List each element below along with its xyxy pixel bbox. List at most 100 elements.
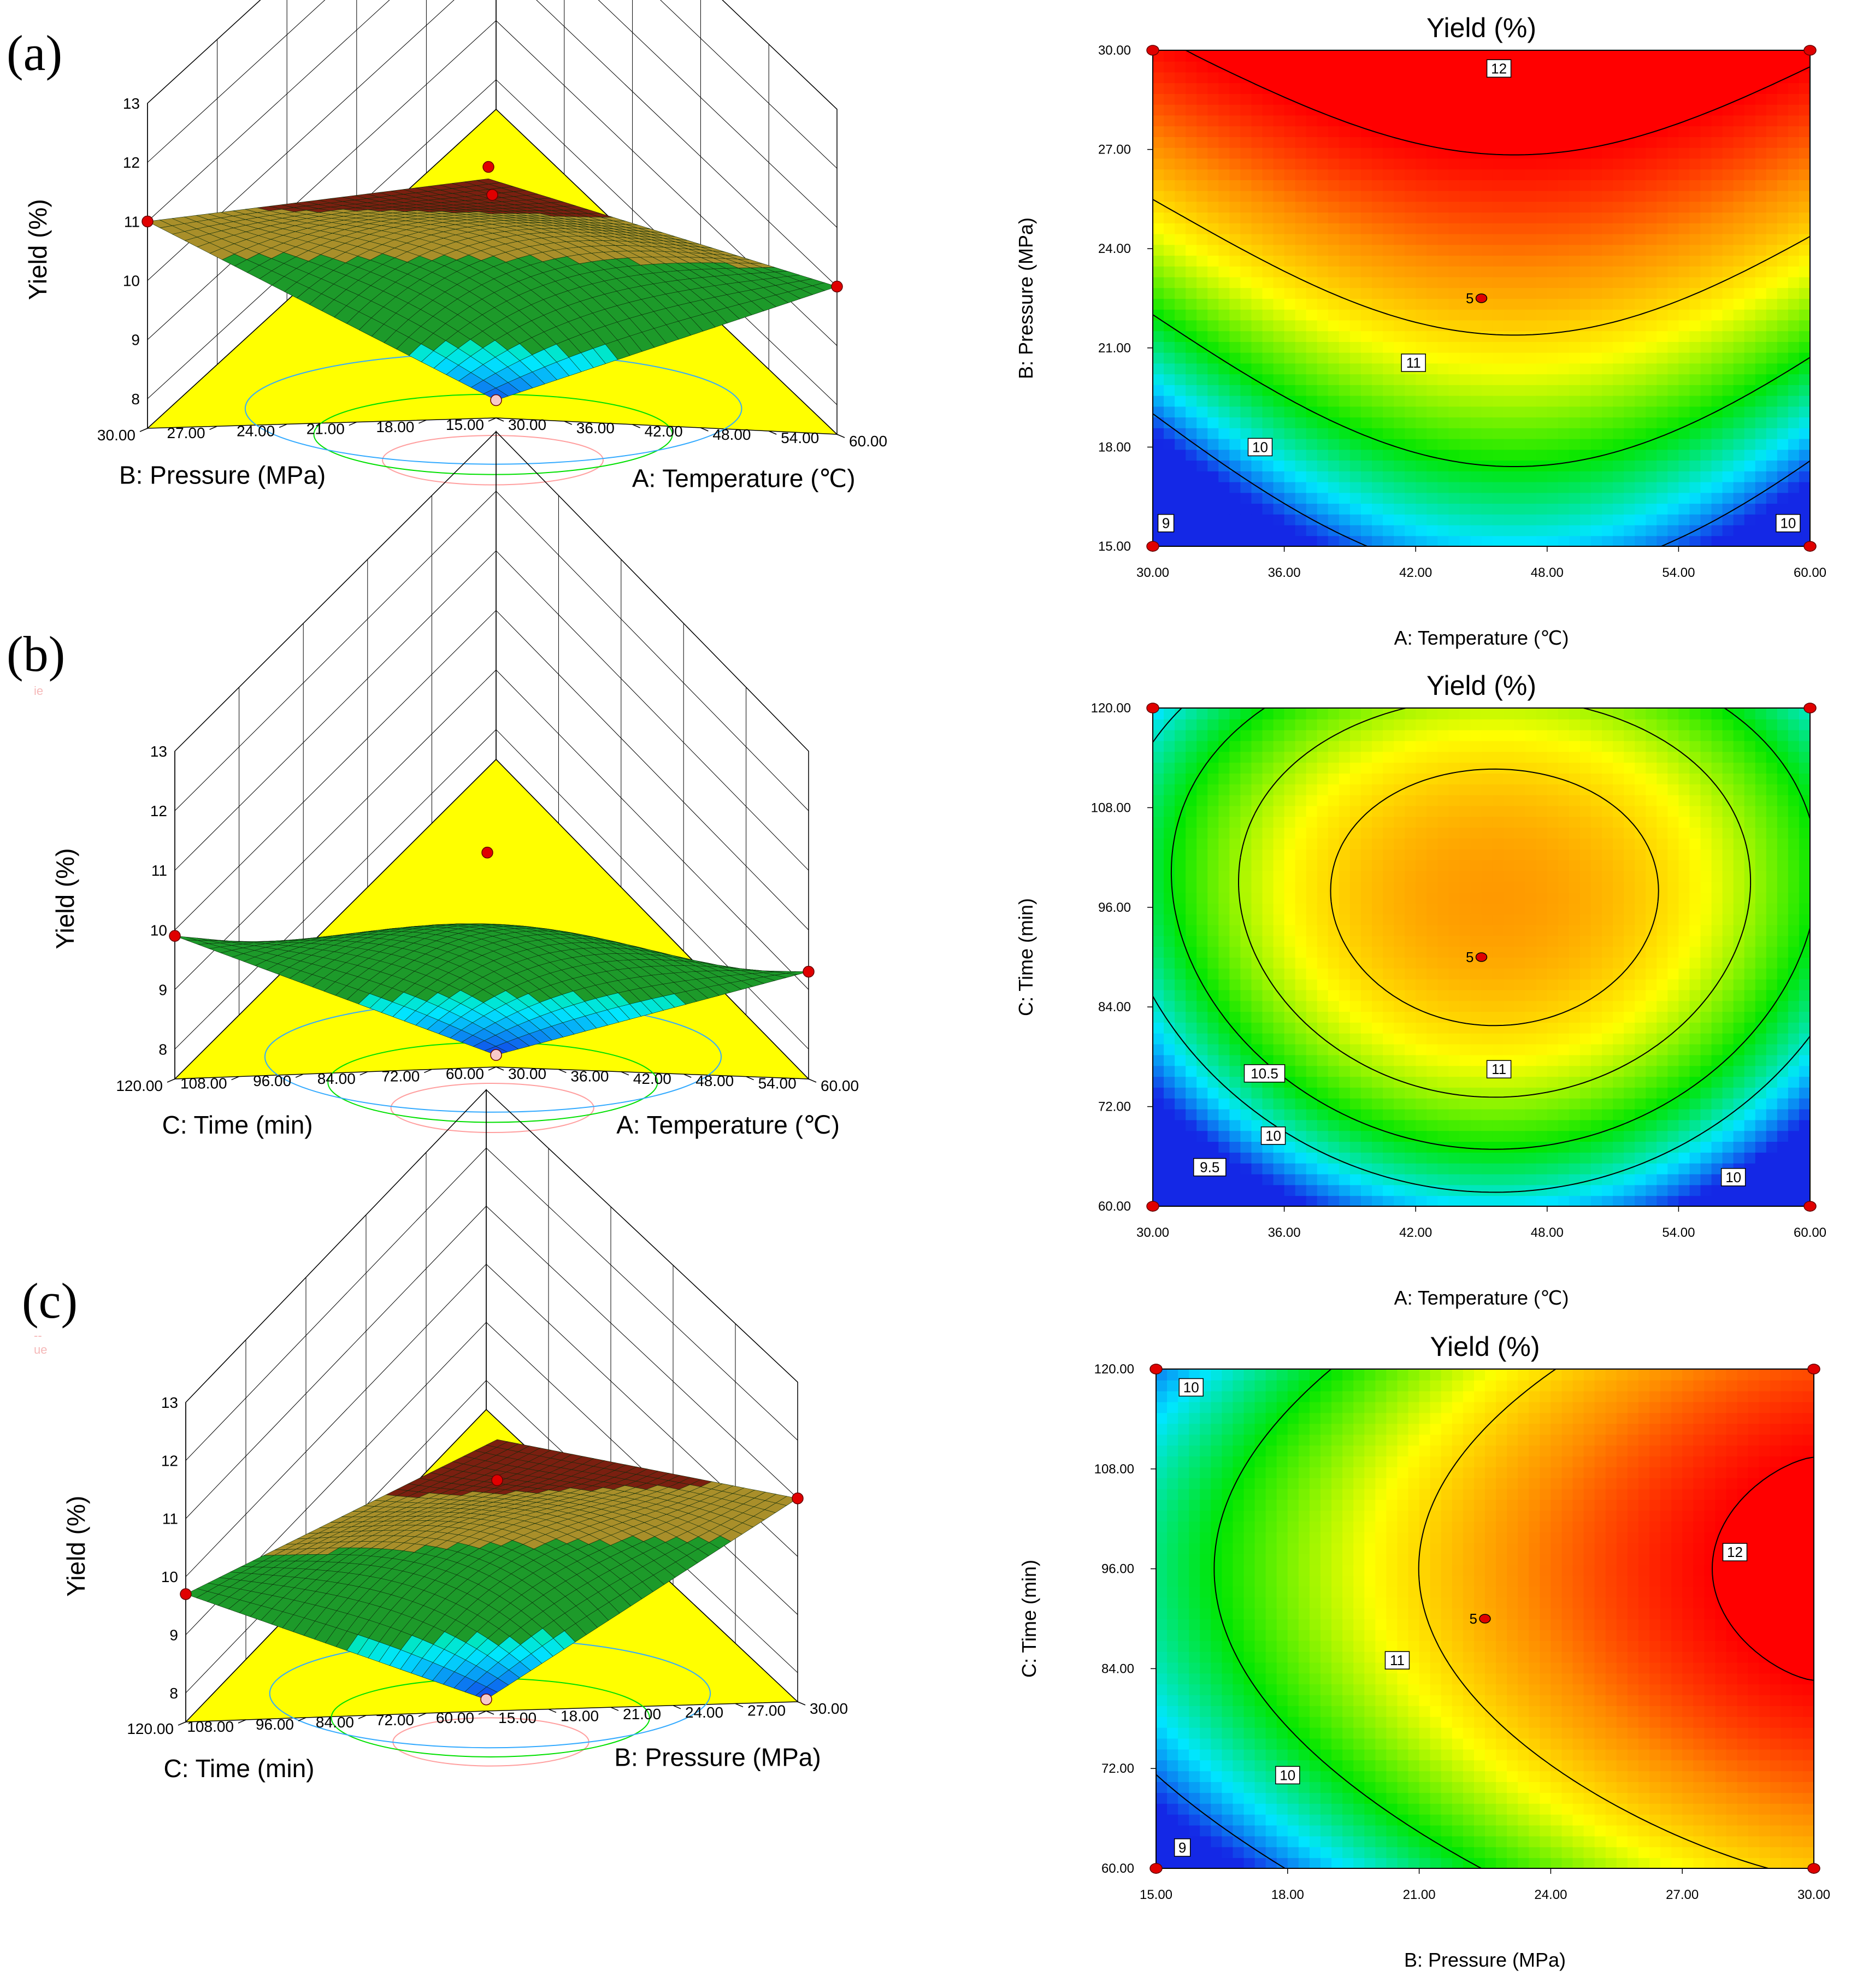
heatmap-cell xyxy=(1602,287,1614,299)
heatmap-cell xyxy=(1678,255,1690,267)
heatmap-cell xyxy=(1229,492,1241,504)
heatmap-cell xyxy=(1755,352,1767,364)
heatmap-cell xyxy=(1437,481,1449,493)
heatmap-cell xyxy=(1591,212,1603,223)
heatmap-cell xyxy=(1153,1130,1165,1142)
right-axis-tick-label: 30.00 xyxy=(508,1065,546,1082)
heatmap-cell xyxy=(1579,201,1591,213)
heatmap-cell xyxy=(1667,147,1679,159)
heatmap-cell xyxy=(1635,341,1647,353)
heatmap-cell xyxy=(1196,212,1209,223)
heatmap-cell xyxy=(1262,352,1274,364)
heatmap-cell xyxy=(1186,978,1198,990)
heatmap-cell xyxy=(1372,61,1384,73)
heatmap-cell xyxy=(1164,363,1176,375)
heatmap-cell xyxy=(1624,222,1636,234)
heatmap-cell xyxy=(1799,190,1811,202)
heatmap-cell xyxy=(1153,266,1165,278)
heatmap-cell xyxy=(1722,384,1734,396)
heatmap-cell xyxy=(1558,460,1570,471)
heatmap-cell xyxy=(1437,169,1449,180)
heatmap-cell xyxy=(1470,179,1482,191)
heatmap-cell xyxy=(1229,363,1241,375)
heatmap-cell xyxy=(1317,72,1329,84)
heatmap-cell xyxy=(1251,363,1263,375)
heatmap-cell xyxy=(1492,126,1504,137)
heatmap-cell xyxy=(1426,417,1439,428)
z-tick-label: 13 xyxy=(123,95,140,112)
heatmap-cell xyxy=(1591,481,1603,493)
heatmap-cell xyxy=(1328,212,1340,223)
heatmap-cell xyxy=(1328,298,1340,310)
heatmap-cell xyxy=(1733,147,1745,159)
heatmap-cell xyxy=(1722,374,1734,385)
right-axis-tick xyxy=(836,434,845,438)
heatmap-cell xyxy=(1525,427,1537,439)
heatmap-cell xyxy=(1579,406,1591,418)
heatmap-cell xyxy=(1514,438,1526,450)
heatmap-cell xyxy=(1164,384,1176,396)
heatmap-cell xyxy=(1175,1195,1187,1207)
heatmap-cell xyxy=(1273,535,1285,547)
heatmap-cell xyxy=(1207,266,1219,278)
heatmap-cell xyxy=(1306,212,1318,223)
heatmap-cell xyxy=(1558,158,1570,170)
heatmap-cell xyxy=(1558,535,1570,547)
heatmap-cell xyxy=(1481,233,1493,245)
heatmap-cell xyxy=(1218,913,1230,925)
heatmap-cell xyxy=(1635,158,1647,170)
heatmap-cell xyxy=(1218,794,1230,806)
heatmap-cell xyxy=(1646,136,1658,148)
heatmap-cell xyxy=(1218,751,1230,763)
heatmap-cell xyxy=(1207,1184,1219,1196)
heatmap-cell xyxy=(1777,50,1789,62)
heatmap-cell xyxy=(1766,158,1778,170)
heatmap-cell xyxy=(1295,126,1307,137)
left-axis-tick-label: 60.00 xyxy=(446,1065,484,1082)
heatmap-cell xyxy=(1470,72,1482,84)
heatmap-cell xyxy=(1349,363,1361,375)
heatmap-cell xyxy=(1646,169,1658,180)
heatmap-cell xyxy=(1525,222,1537,234)
heatmap-cell xyxy=(1416,72,1428,84)
heatmap-cell xyxy=(1251,1098,1263,1110)
heatmap-cell xyxy=(1383,158,1395,170)
heatmap-cell xyxy=(1164,762,1176,774)
heatmap-cell xyxy=(1405,406,1417,418)
heatmap-cell xyxy=(1558,222,1570,234)
heatmap-cell xyxy=(1372,136,1384,148)
heatmap-cell xyxy=(1514,104,1526,116)
heatmap-cell xyxy=(1525,331,1537,342)
heatmap-cell xyxy=(1755,395,1767,407)
heatmap-cell xyxy=(1569,61,1581,73)
z-axis-label: Yield (%) xyxy=(51,848,79,949)
heatmap-cell xyxy=(1448,104,1460,116)
heatmap-cell xyxy=(1284,514,1296,526)
heatmap-cell xyxy=(1229,913,1241,925)
heatmap-cell xyxy=(1437,438,1449,450)
heatmap-cell xyxy=(1437,222,1449,234)
heatmap-cell xyxy=(1481,363,1493,375)
heatmap-cell xyxy=(1240,82,1252,94)
heatmap-cell xyxy=(1262,827,1274,839)
heatmap-cell xyxy=(1218,1054,1230,1066)
heatmap-cell xyxy=(1405,514,1417,526)
heatmap-cell xyxy=(1153,93,1165,105)
heatmap-cell xyxy=(1689,427,1701,439)
heatmap-cell xyxy=(1492,136,1504,148)
heatmap-cell xyxy=(1240,892,1252,904)
heatmap-cell xyxy=(1547,395,1559,407)
heatmap-cell xyxy=(1558,169,1570,180)
heatmap-cell xyxy=(1426,287,1439,299)
heatmap-cell xyxy=(1448,115,1460,127)
heatmap-cell xyxy=(1558,82,1570,94)
heatmap-cell xyxy=(1328,82,1340,94)
heatmap-cell xyxy=(1317,147,1329,159)
heatmap-cell xyxy=(1394,449,1406,461)
heatmap-cell xyxy=(1394,147,1406,159)
heatmap-cell xyxy=(1360,179,1372,191)
heatmap-cell xyxy=(1613,287,1625,299)
heatmap-cell xyxy=(1186,126,1198,137)
heatmap-cell xyxy=(1251,395,1263,407)
heatmap-cell xyxy=(1416,82,1428,94)
